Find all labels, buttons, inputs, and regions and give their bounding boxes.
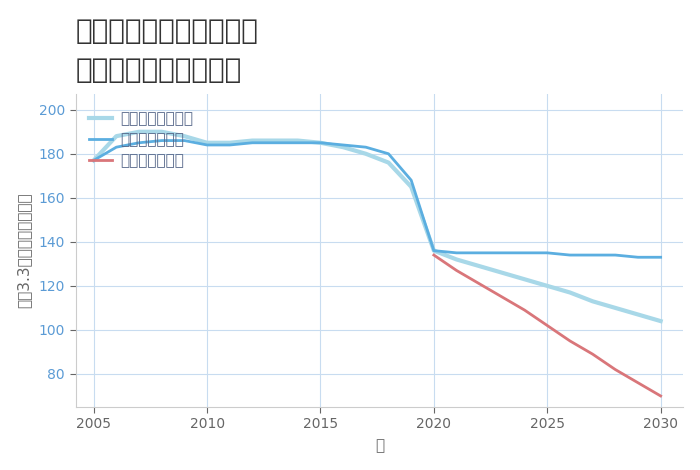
バッドシナリオ bbox=[475, 281, 484, 287]
グッドシナリオ bbox=[657, 254, 665, 260]
バッドシナリオ bbox=[611, 367, 620, 372]
Y-axis label: 坪（3.3㎡）単価（万円）: 坪（3.3㎡）単価（万円） bbox=[17, 193, 32, 308]
バッドシナリオ bbox=[543, 323, 552, 329]
グッドシナリオ bbox=[566, 252, 574, 258]
バッドシナリオ bbox=[657, 393, 665, 399]
グッドシナリオ bbox=[452, 250, 461, 256]
ノーマルシナリオ bbox=[498, 270, 506, 275]
バッドシナリオ bbox=[520, 307, 528, 313]
ノーマルシナリオ bbox=[339, 144, 347, 150]
ノーマルシナリオ bbox=[316, 140, 325, 146]
Line: ノーマルシナリオ: ノーマルシナリオ bbox=[94, 132, 661, 321]
Line: グッドシナリオ: グッドシナリオ bbox=[94, 141, 661, 257]
ノーマルシナリオ bbox=[90, 157, 98, 163]
グッドシナリオ bbox=[339, 142, 347, 148]
Text: 大阪府堺市堺区中瓦町の
中古戸建ての価格推移: 大阪府堺市堺区中瓦町の 中古戸建ての価格推移 bbox=[76, 16, 258, 84]
ノーマルシナリオ bbox=[407, 184, 415, 189]
ノーマルシナリオ bbox=[657, 318, 665, 324]
ノーマルシナリオ bbox=[135, 129, 143, 134]
グッドシナリオ bbox=[293, 140, 302, 146]
ノーマルシナリオ bbox=[520, 276, 528, 282]
ノーマルシナリオ bbox=[543, 283, 552, 289]
グッドシナリオ bbox=[543, 250, 552, 256]
グッドシナリオ bbox=[90, 157, 98, 163]
ノーマルシナリオ bbox=[271, 138, 279, 143]
バッドシナリオ bbox=[589, 351, 597, 357]
グッドシナリオ bbox=[158, 138, 166, 143]
グッドシナリオ bbox=[475, 250, 484, 256]
ノーマルシナリオ bbox=[362, 151, 370, 157]
ノーマルシナリオ bbox=[634, 312, 642, 317]
グッドシナリオ bbox=[362, 144, 370, 150]
グッドシナリオ bbox=[271, 140, 279, 146]
グッドシナリオ bbox=[589, 252, 597, 258]
ノーマルシナリオ bbox=[452, 257, 461, 262]
グッドシナリオ bbox=[611, 252, 620, 258]
グッドシナリオ bbox=[180, 138, 188, 143]
グッドシナリオ bbox=[248, 140, 257, 146]
ノーマルシナリオ bbox=[180, 133, 188, 139]
ノーマルシナリオ bbox=[248, 138, 257, 143]
ノーマルシナリオ bbox=[589, 298, 597, 304]
ノーマルシナリオ bbox=[611, 305, 620, 311]
バッドシナリオ bbox=[566, 338, 574, 344]
グッドシナリオ bbox=[203, 142, 211, 148]
グッドシナリオ bbox=[430, 248, 438, 253]
バッドシナリオ bbox=[498, 294, 506, 300]
グッドシナリオ bbox=[634, 254, 642, 260]
グッドシナリオ bbox=[384, 151, 393, 157]
グッドシナリオ bbox=[407, 177, 415, 183]
グッドシナリオ bbox=[520, 250, 528, 256]
ノーマルシナリオ bbox=[293, 138, 302, 143]
バッドシナリオ bbox=[634, 380, 642, 385]
ノーマルシナリオ bbox=[475, 263, 484, 269]
グッドシナリオ bbox=[112, 144, 120, 150]
グッドシナリオ bbox=[498, 250, 506, 256]
ノーマルシナリオ bbox=[112, 133, 120, 139]
X-axis label: 年: 年 bbox=[375, 439, 384, 454]
ノーマルシナリオ bbox=[430, 248, 438, 253]
ノーマルシナリオ bbox=[158, 129, 166, 134]
Line: バッドシナリオ: バッドシナリオ bbox=[434, 255, 661, 396]
ノーマルシナリオ bbox=[225, 140, 234, 146]
ノーマルシナリオ bbox=[566, 290, 574, 295]
ノーマルシナリオ bbox=[203, 140, 211, 146]
グッドシナリオ bbox=[135, 140, 143, 146]
バッドシナリオ bbox=[452, 267, 461, 273]
グッドシナリオ bbox=[316, 140, 325, 146]
グッドシナリオ bbox=[225, 142, 234, 148]
Legend: ノーマルシナリオ, グッドシナリオ, バッドシナリオ: ノーマルシナリオ, グッドシナリオ, バッドシナリオ bbox=[89, 111, 192, 169]
ノーマルシナリオ bbox=[384, 160, 393, 165]
バッドシナリオ bbox=[430, 252, 438, 258]
